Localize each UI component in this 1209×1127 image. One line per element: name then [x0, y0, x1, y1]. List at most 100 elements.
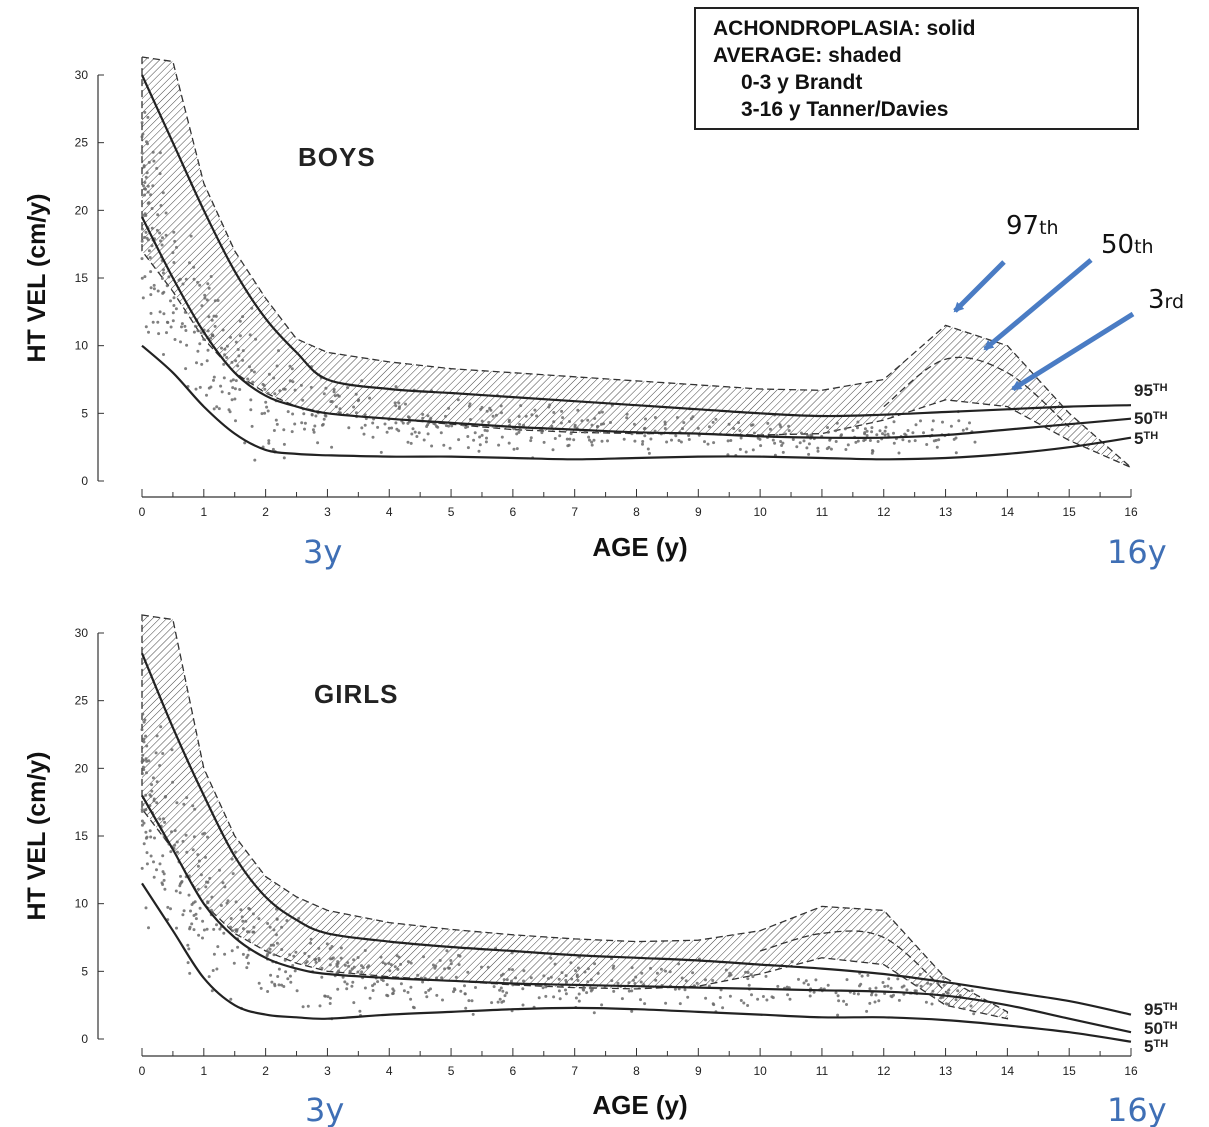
boys-y-tick-label: 15	[75, 271, 89, 285]
scatter-point	[633, 982, 637, 985]
scatter-point	[209, 275, 213, 278]
scatter-point	[207, 975, 211, 979]
scatter-point	[791, 438, 795, 441]
scatter-point	[243, 441, 247, 445]
scatter-point	[238, 319, 242, 323]
scatter-point	[510, 951, 514, 955]
scatter-point	[360, 970, 364, 974]
scatter-point	[152, 797, 156, 801]
scatter-point	[229, 379, 233, 383]
scatter-point	[150, 207, 154, 210]
scatter-point	[332, 388, 336, 391]
scatter-point	[925, 443, 929, 446]
scatter-point	[470, 999, 474, 1003]
scatter-point	[286, 977, 290, 981]
scatter-point	[664, 1001, 668, 1005]
scatter-point	[750, 423, 753, 427]
scatter-point	[781, 441, 785, 445]
scatter-point	[211, 334, 215, 338]
scatter-point	[222, 362, 226, 366]
scatter-point	[234, 900, 238, 904]
scatter-point	[453, 988, 457, 992]
scatter-point	[142, 737, 146, 741]
scatter-point	[141, 803, 145, 807]
scatter-point	[186, 961, 190, 965]
scatter-point	[144, 793, 148, 797]
scatter-point	[180, 322, 184, 326]
scatter-point	[352, 958, 356, 962]
scatter-point	[146, 184, 150, 188]
scatter-point	[737, 421, 740, 425]
scatter-point	[358, 1009, 362, 1013]
scatter-point	[143, 235, 146, 239]
scatter-point	[711, 979, 715, 982]
scatter-point	[205, 359, 209, 363]
scatter-point	[345, 987, 349, 991]
scatter-point	[883, 985, 887, 988]
scatter-point	[186, 943, 190, 947]
scatter-point	[477, 449, 481, 453]
scatter-point	[586, 418, 590, 422]
scatter-point	[781, 450, 785, 454]
scatter-point	[266, 391, 270, 395]
scatter-point	[241, 315, 245, 319]
scatter-point	[795, 445, 799, 449]
scatter-point	[751, 975, 755, 979]
scatter-point	[576, 966, 580, 970]
scatter-point	[350, 967, 354, 971]
scatter-point	[302, 412, 306, 416]
scatter-point	[670, 438, 673, 442]
scatter-point	[747, 983, 751, 987]
scatter-point	[352, 405, 356, 409]
scatter-point	[289, 980, 293, 984]
scatter-point	[835, 421, 839, 425]
scatter-point	[422, 955, 425, 959]
scatter-point	[334, 405, 338, 409]
scatter-point	[346, 386, 350, 390]
scatter-point	[449, 962, 453, 966]
scatter-point	[549, 956, 553, 960]
scatter-point	[171, 251, 175, 255]
scatter-point	[630, 966, 634, 970]
scatter-point	[324, 414, 328, 418]
scatter-point	[164, 211, 168, 215]
scatter-point	[839, 434, 843, 438]
scatter-point	[381, 961, 385, 965]
scatter-point	[254, 337, 258, 341]
scatter-point	[680, 976, 684, 980]
scatter-point	[187, 893, 191, 897]
scatter-point	[246, 930, 249, 934]
scatter-point	[309, 941, 313, 945]
scatter-point	[145, 744, 149, 748]
scatter-point	[231, 378, 235, 382]
scatter-point	[691, 971, 695, 975]
scatter-point	[498, 988, 502, 992]
scatter-point	[902, 984, 906, 988]
scatter-point	[360, 426, 364, 430]
scatter-point	[305, 960, 309, 964]
scatter-point	[189, 909, 192, 913]
scatter-point	[248, 365, 251, 369]
scatter-point	[385, 430, 389, 434]
scatter-point	[409, 997, 413, 1001]
scatter-point	[234, 850, 237, 854]
scatter-point	[338, 407, 342, 411]
scatter-point	[426, 432, 430, 436]
scatter-point	[469, 418, 472, 421]
scatter-point	[639, 980, 643, 984]
scatter-point	[616, 981, 620, 985]
scatter-point	[266, 952, 270, 956]
scatter-point	[464, 426, 468, 429]
scatter-point	[568, 437, 572, 441]
scatter-point	[860, 974, 864, 978]
scatter-point	[641, 442, 644, 446]
scatter-point	[148, 829, 152, 833]
scatter-point	[197, 933, 201, 937]
scatter-point	[142, 821, 146, 825]
legend-line-tanner: 3-16 y Tanner/Davies	[741, 98, 948, 121]
annotation-97th-label: 97th	[1006, 211, 1059, 241]
scatter-point	[171, 311, 175, 315]
legend-line-brandt: 0-3 y Brandt	[741, 71, 862, 94]
scatter-point	[341, 975, 345, 979]
scatter-point	[325, 942, 329, 946]
